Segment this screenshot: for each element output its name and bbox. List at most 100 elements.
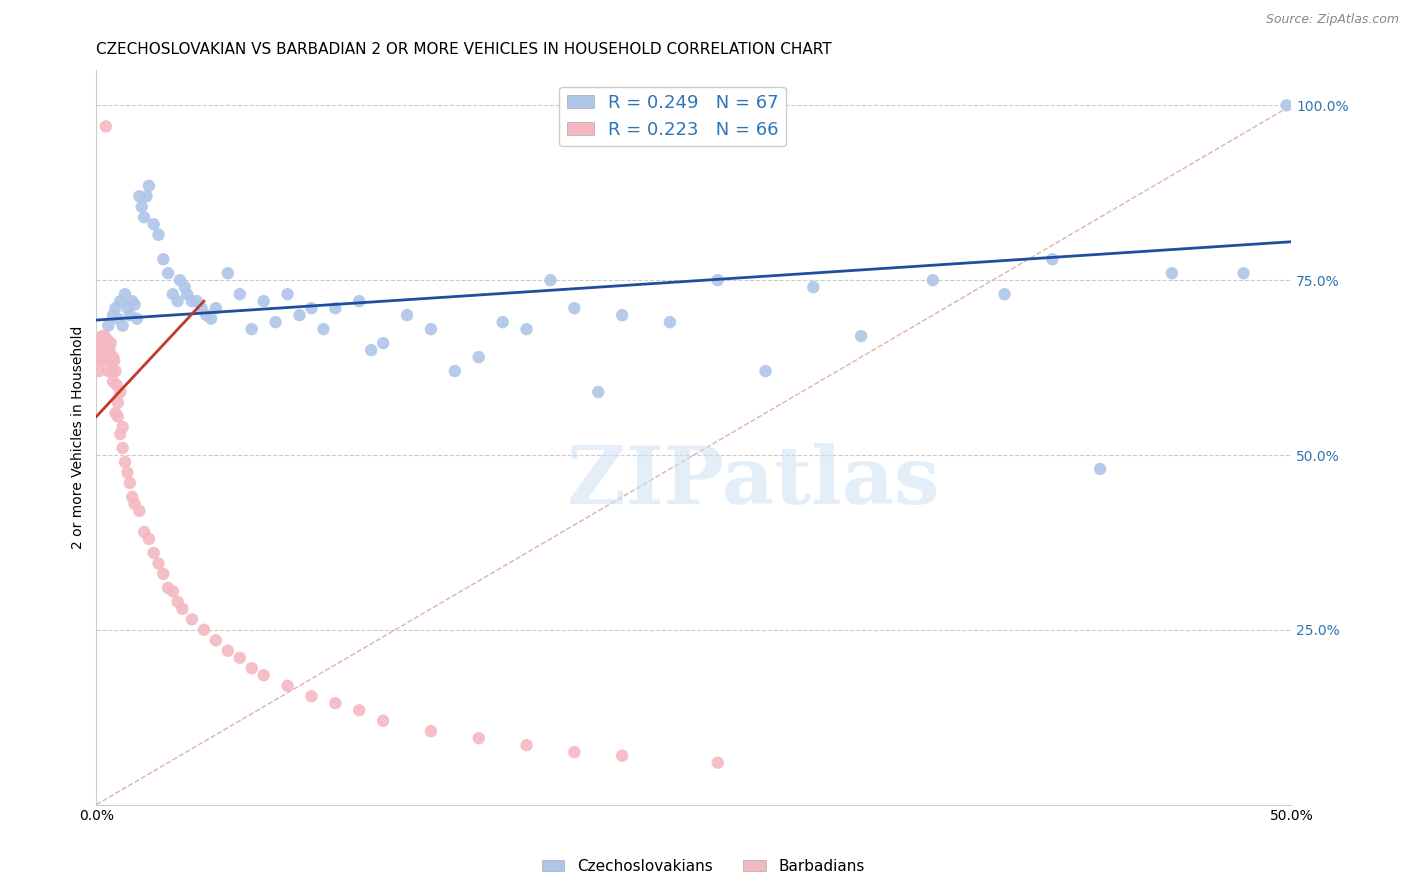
Point	[97, 350, 120, 364]
Point	[325, 696, 347, 710]
Point	[101, 308, 124, 322]
Point	[114, 455, 136, 469]
Point	[217, 644, 239, 658]
Point	[610, 748, 633, 763]
Point	[240, 661, 263, 675]
Point	[1160, 266, 1182, 280]
Point	[93, 329, 115, 343]
Point	[373, 714, 395, 728]
Point	[118, 308, 141, 322]
Point	[373, 336, 395, 351]
Point	[515, 322, 537, 336]
Point	[444, 364, 467, 378]
Point	[658, 315, 681, 329]
Point	[157, 266, 180, 280]
Point	[117, 466, 139, 480]
Point	[190, 301, 212, 315]
Point	[217, 266, 239, 280]
Point	[105, 378, 128, 392]
Point	[121, 490, 143, 504]
Point	[162, 287, 184, 301]
Point	[229, 287, 252, 301]
Text: Source: ZipAtlas.com: Source: ZipAtlas.com	[1265, 13, 1399, 27]
Point	[104, 406, 127, 420]
Point	[118, 475, 141, 490]
Point	[91, 353, 114, 368]
Point	[277, 679, 299, 693]
Point	[101, 350, 124, 364]
Point	[360, 343, 382, 358]
Point	[312, 322, 335, 336]
Point	[420, 724, 443, 739]
Point	[96, 343, 118, 358]
Point	[96, 333, 118, 347]
Point	[193, 623, 215, 637]
Point	[205, 633, 228, 648]
Point	[1232, 266, 1254, 280]
Point	[176, 287, 198, 301]
Point	[124, 497, 146, 511]
Point	[134, 211, 156, 225]
Point	[110, 294, 132, 309]
Point	[89, 353, 111, 368]
Point	[94, 120, 117, 134]
Point	[162, 584, 184, 599]
Point	[240, 322, 263, 336]
Point	[186, 294, 208, 309]
Point	[138, 178, 160, 193]
Point	[706, 756, 728, 770]
Point	[205, 301, 228, 315]
Point	[173, 280, 195, 294]
Point	[101, 375, 124, 389]
Point	[100, 336, 122, 351]
Point	[94, 336, 117, 351]
Point	[325, 301, 347, 315]
Point	[124, 298, 146, 312]
Point	[97, 318, 120, 333]
Point	[111, 318, 134, 333]
Point	[1088, 462, 1111, 476]
Point	[93, 346, 115, 360]
Legend: R = 0.249   N = 67, R = 0.223   N = 66: R = 0.249 N = 67, R = 0.223 N = 66	[560, 87, 786, 146]
Point	[93, 350, 115, 364]
Point	[562, 301, 585, 315]
Point	[849, 329, 872, 343]
Point	[195, 308, 218, 322]
Point	[181, 612, 204, 626]
Point	[1040, 252, 1063, 267]
Point	[610, 308, 633, 322]
Point	[396, 308, 419, 322]
Point	[349, 294, 371, 309]
Point	[104, 364, 127, 378]
Point	[420, 322, 443, 336]
Point	[538, 273, 561, 287]
Point	[117, 301, 139, 315]
Point	[492, 315, 515, 329]
Point	[101, 364, 124, 378]
Point	[87, 364, 110, 378]
Point	[921, 273, 943, 287]
Point	[277, 287, 299, 301]
Point	[90, 333, 112, 347]
Point	[301, 301, 323, 315]
Point	[128, 504, 150, 518]
Point	[253, 668, 276, 682]
Point	[301, 690, 323, 704]
Point	[157, 581, 180, 595]
Point	[253, 294, 276, 309]
Point	[97, 364, 120, 378]
Point	[706, 273, 728, 287]
Point	[98, 343, 121, 358]
Point	[111, 420, 134, 434]
Point	[135, 189, 157, 203]
Y-axis label: 2 or more Vehicles in Household: 2 or more Vehicles in Household	[72, 326, 86, 549]
Point	[166, 595, 188, 609]
Point	[172, 602, 194, 616]
Point	[91, 329, 114, 343]
Point	[94, 350, 117, 364]
Point	[104, 301, 127, 315]
Point	[1275, 98, 1298, 112]
Point	[107, 311, 129, 326]
Point	[754, 364, 776, 378]
Point	[152, 566, 174, 581]
